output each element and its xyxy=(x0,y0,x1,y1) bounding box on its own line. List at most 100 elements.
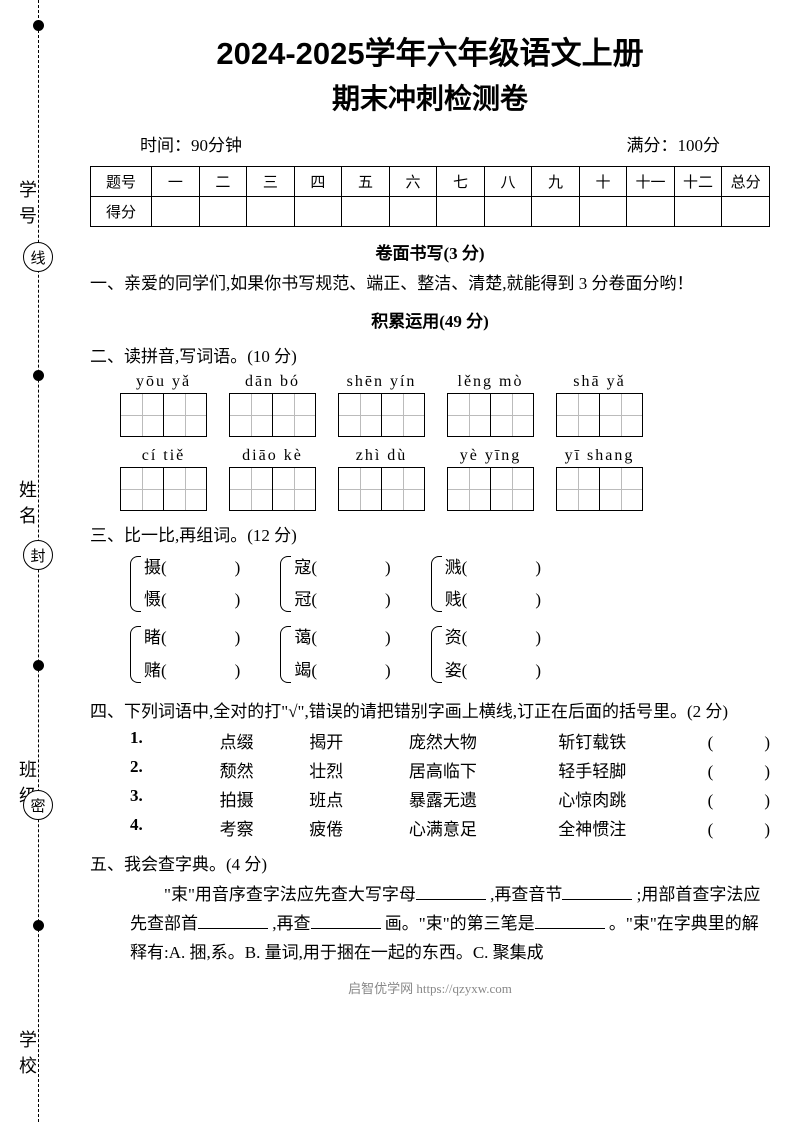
pinyin: cí tiě xyxy=(120,447,207,465)
tianzige[interactable] xyxy=(120,393,164,437)
circle-xian: 线 xyxy=(23,242,53,272)
q3-group1: 摄( ) 慑( ) 寇( ) 冠( ) 溅( ) 贱( ) xyxy=(130,552,770,617)
w: 居高临下 xyxy=(409,757,558,782)
bracket-col: 摄( ) 慑( ) xyxy=(130,552,240,617)
binding-margin: 学号 线 姓名 封 班级 密 学校 xyxy=(0,0,80,1122)
score-cell[interactable] xyxy=(247,197,295,227)
time-label: 时间：90分钟 xyxy=(140,131,242,156)
tianzige[interactable] xyxy=(163,393,207,437)
tianzige[interactable] xyxy=(447,467,491,511)
q3-group2: 睹( ) 赌( ) 蔼( ) 竭( ) 资( ) 姿( ) xyxy=(130,622,770,687)
tianzige[interactable] xyxy=(272,393,316,437)
tianzige[interactable] xyxy=(381,467,425,511)
fill-blank[interactable] xyxy=(198,912,268,929)
binding-dot xyxy=(33,370,44,381)
pinyin: zhì dù xyxy=(338,447,425,465)
w: 考察 xyxy=(220,815,310,840)
score-value-row: 得分 xyxy=(91,197,770,227)
tianzige[interactable] xyxy=(447,393,491,437)
score-cell[interactable] xyxy=(532,197,580,227)
score-cell[interactable] xyxy=(674,197,722,227)
bracket-col: 蔼( ) 竭( ) xyxy=(280,622,390,687)
tianzige[interactable] xyxy=(272,467,316,511)
pinyin-item: diāo kè xyxy=(229,447,316,511)
w: 庞然大物 xyxy=(409,728,558,753)
fill-blank[interactable] xyxy=(311,912,381,929)
tianzige[interactable] xyxy=(120,467,164,511)
q1-text: 一、亲爱的同学们,如果你书写规范、端正、整洁、清楚,就能得到 3 分卷面分哟！ xyxy=(90,270,770,299)
bracket-col: 寇( ) 冠( ) xyxy=(280,552,390,617)
fullscore-label: 满分：100分 xyxy=(627,131,721,156)
score-cell[interactable] xyxy=(199,197,247,227)
w: 揭开 xyxy=(309,728,409,753)
bracket-col: 资( ) 姿( ) xyxy=(431,622,541,687)
col: 五 xyxy=(342,167,390,197)
answer-bracket[interactable]: ( ) xyxy=(708,757,770,782)
answer-bracket[interactable]: ( ) xyxy=(708,786,770,811)
bracket-col: 睹( ) 赌( ) xyxy=(130,622,240,687)
tianzige[interactable] xyxy=(229,467,273,511)
char: 冠( xyxy=(294,590,317,609)
answer-bracket[interactable]: ( ) xyxy=(708,815,770,840)
w: 班点 xyxy=(309,786,409,811)
fill-blank[interactable] xyxy=(535,912,605,929)
tianzige[interactable] xyxy=(490,393,534,437)
tianzige[interactable] xyxy=(163,467,207,511)
q4-row: 1.点缀揭开庞然大物斩钉载铁( ) xyxy=(130,728,770,753)
answer-bracket[interactable]: ( ) xyxy=(708,728,770,753)
score-cell[interactable] xyxy=(152,197,200,227)
idx: 4. xyxy=(130,815,220,840)
char: 摄( xyxy=(144,558,167,577)
pinyin-item: shēn yín xyxy=(338,373,425,437)
char: 贱( xyxy=(445,590,468,609)
pinyin-item: yī shang xyxy=(556,447,643,511)
pinyin-item: cí tiě xyxy=(120,447,207,511)
t: ,再查 xyxy=(272,914,310,933)
score-cell[interactable] xyxy=(437,197,485,227)
score-cell[interactable] xyxy=(342,197,390,227)
w: 全神惯注 xyxy=(558,815,707,840)
tianzige[interactable] xyxy=(490,467,534,511)
char: 睹( xyxy=(144,628,167,647)
fill-blank[interactable] xyxy=(416,883,486,900)
col: 总分 xyxy=(722,167,770,197)
tianzige[interactable] xyxy=(556,467,600,511)
q4-row: 2.颓然壮烈居高临下轻手轻脚( ) xyxy=(130,757,770,782)
tianzige[interactable] xyxy=(338,393,382,437)
score-cell[interactable] xyxy=(294,197,342,227)
tianzige[interactable] xyxy=(229,393,273,437)
tianzige[interactable] xyxy=(599,467,643,511)
w: 心满意足 xyxy=(409,815,558,840)
page-content: 2024-2025学年六年级语文上册 期末冲刺检测卷 时间：90分钟 满分：10… xyxy=(90,28,770,997)
row-label: 得分 xyxy=(91,197,152,227)
char: 赌( xyxy=(144,661,167,680)
idx: 3. xyxy=(130,786,220,811)
pinyin-item: shā yǎ xyxy=(556,373,643,437)
circle-mi: 密 xyxy=(23,790,53,820)
score-cell[interactable] xyxy=(627,197,675,227)
tianzige[interactable] xyxy=(338,467,382,511)
tianzige[interactable] xyxy=(381,393,425,437)
w: 疲倦 xyxy=(309,815,409,840)
w: 斩钉载铁 xyxy=(558,728,707,753)
tianzige[interactable] xyxy=(599,393,643,437)
tianzige[interactable] xyxy=(556,393,600,437)
char: 寇( xyxy=(294,558,317,577)
title-main: 2024-2025学年六年级语文上册 xyxy=(90,28,770,73)
bracket-col: 溅( ) 贱( ) xyxy=(431,552,541,617)
col: 十一 xyxy=(627,167,675,197)
fill-blank[interactable] xyxy=(562,883,632,900)
t: 画。"束"的第三笔是 xyxy=(385,914,535,933)
char: 溅( xyxy=(445,558,468,577)
idx: 2. xyxy=(130,757,220,782)
circle-feng: 封 xyxy=(23,540,53,570)
score-cell[interactable] xyxy=(389,197,437,227)
w: 暴露无遗 xyxy=(409,786,558,811)
score-cell[interactable] xyxy=(579,197,627,227)
score-cell[interactable] xyxy=(722,197,770,227)
pinyin-item: dān bó xyxy=(229,373,316,437)
col: 九 xyxy=(532,167,580,197)
col: 四 xyxy=(294,167,342,197)
q2-row2: cí tiě diāo kè zhì dù yè yīng yī shang xyxy=(120,447,770,511)
score-cell[interactable] xyxy=(484,197,532,227)
